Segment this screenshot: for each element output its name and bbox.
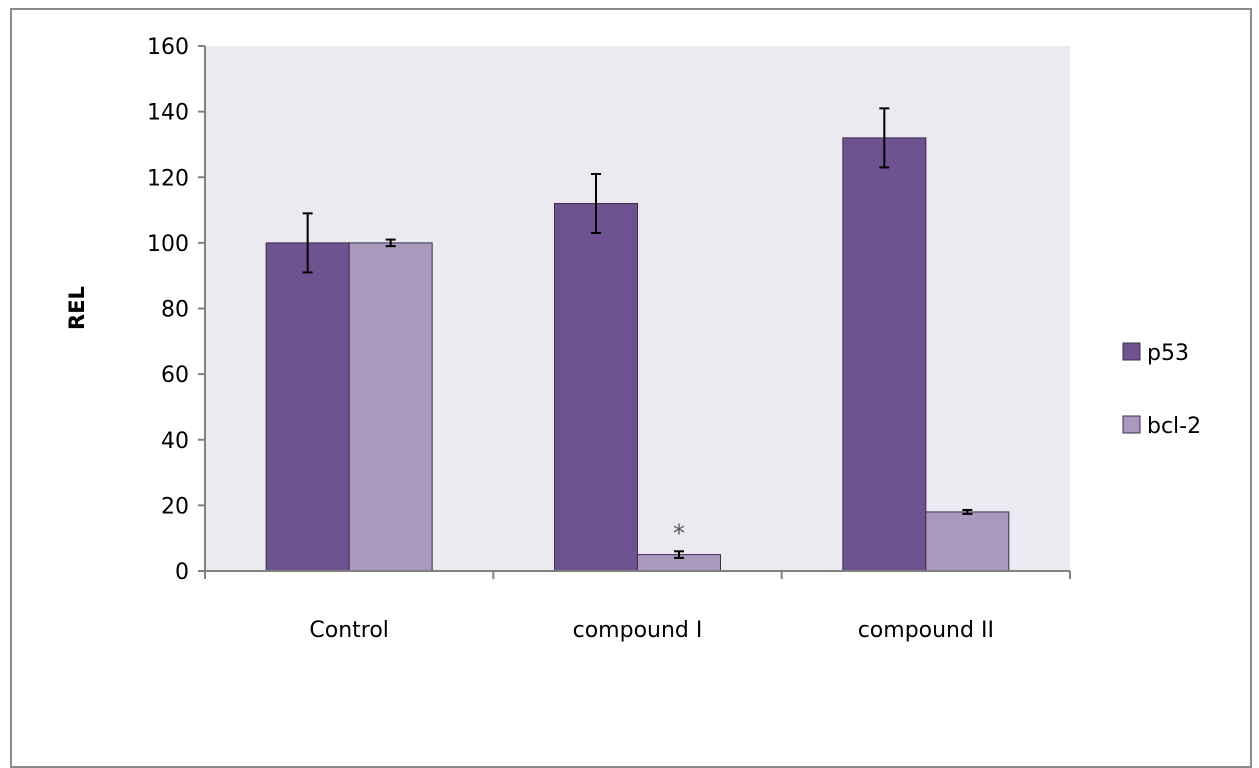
x-tick-labels: Control compound I compound II: [309, 618, 994, 643]
annotations: *: [673, 519, 685, 547]
y-tick-label: 100: [147, 232, 189, 257]
bar-p53-compound-II: [842, 137, 927, 572]
x-tick-label: Control: [309, 618, 389, 643]
y-axis-label: REL: [65, 286, 89, 330]
axes: [198, 45, 1071, 579]
legend: p53 bcl-2: [1122, 341, 1201, 439]
y-tick-label: 20: [161, 494, 189, 519]
y-tick-label: 160: [147, 35, 189, 60]
y-tick-label: 40: [161, 429, 189, 454]
significance-marker: *: [673, 519, 685, 547]
y-tick-label: 60: [161, 363, 189, 388]
y-tick-label: 80: [161, 298, 189, 323]
x-tick-label: compound II: [858, 618, 994, 643]
legend-label: p53: [1147, 341, 1189, 366]
error-bar-p53-compound-I: [591, 172, 601, 235]
legend-label: bcl-2: [1147, 414, 1201, 439]
y-tick-label: 0: [175, 560, 189, 585]
legend-item-bcl-2: bcl-2: [1122, 414, 1201, 439]
error-bar-p53-Control: [302, 212, 313, 274]
legend-swatch: [1122, 415, 1141, 434]
error-bar-bcl-2-compound-I: [674, 550, 684, 559]
bars: [265, 137, 1010, 572]
bar-bcl-2-compound-II: [925, 511, 1010, 572]
error-bars: [302, 107, 973, 559]
legend-item-p53: p53: [1122, 341, 1189, 366]
y-tick-label: 120: [147, 166, 189, 191]
bar-bcl-2-Control: [348, 242, 433, 572]
y-tick-labels: 0 20 40 60 80 100 120 140 160: [147, 35, 189, 585]
error-bar-bcl-2-Control: [385, 238, 396, 248]
bar-p53-compound-I: [554, 203, 638, 572]
legend-swatch: [1122, 342, 1141, 361]
x-tick-label: compound I: [573, 618, 703, 643]
error-bar-bcl-2-compound-II: [962, 508, 973, 515]
y-tick-label: 140: [147, 101, 189, 126]
error-bar-p53-compound-II: [879, 107, 890, 169]
bar-p53-Control: [265, 242, 350, 572]
